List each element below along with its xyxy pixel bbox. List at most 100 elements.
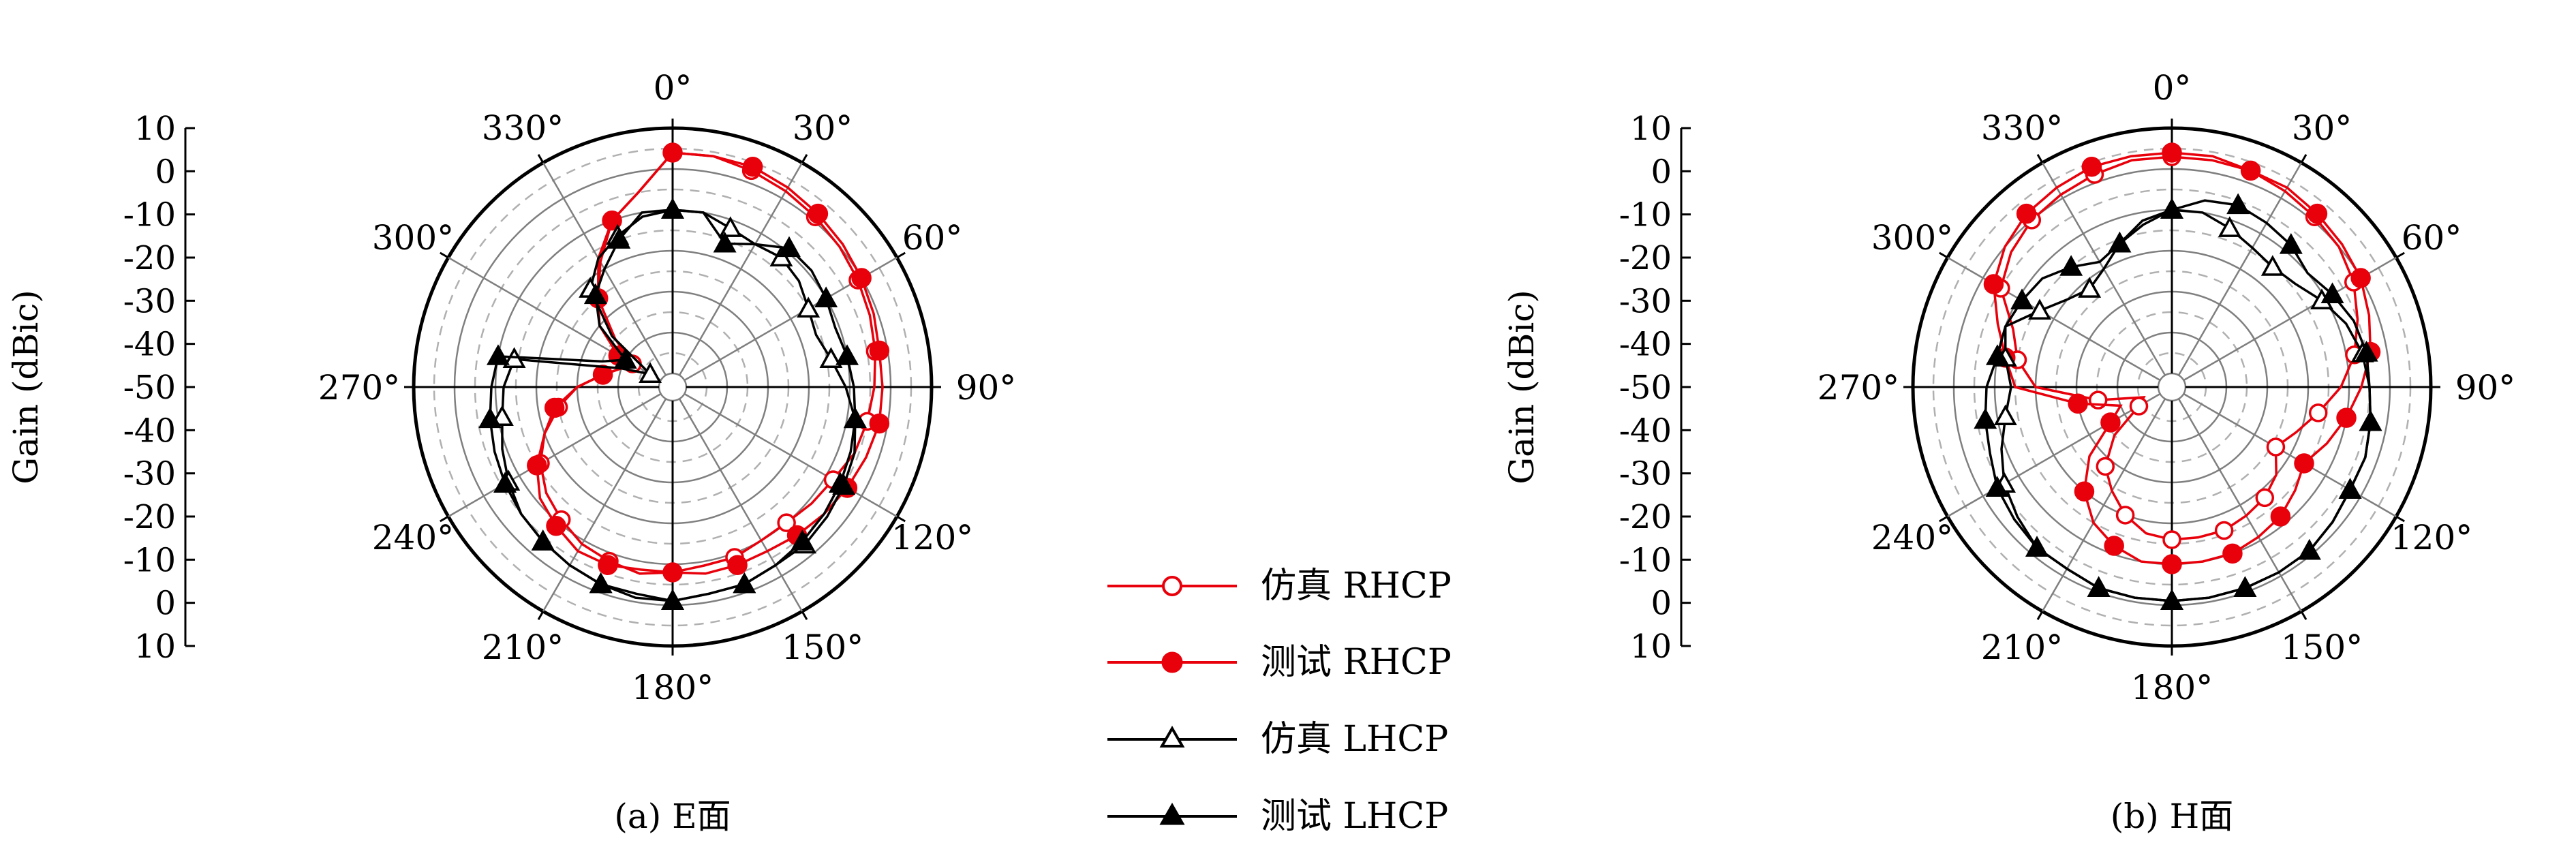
grid-spoke (2041, 398, 2166, 612)
data-point-marker (778, 236, 801, 258)
legend-item-sim-lhcp: 仿真 LHCP (1107, 719, 1448, 760)
grid-spoke (678, 162, 803, 376)
angle-label: 270° (1818, 368, 1899, 407)
data-point-marker (2068, 393, 2088, 414)
data-point-marker (589, 572, 613, 594)
data-point-marker (1974, 407, 1997, 429)
data-point-marker (869, 340, 890, 361)
radial-tick-label: 0 (155, 153, 176, 191)
radial-tick-label: -30 (123, 455, 176, 493)
angle-tick (801, 611, 808, 620)
data-point-marker (602, 210, 622, 231)
data-point-marker (478, 407, 502, 429)
chart-caption: (b) H面 (2111, 797, 2234, 836)
angle-label: 0° (2153, 68, 2192, 108)
angle-tick (801, 154, 808, 164)
grid-spoke (678, 398, 803, 612)
angle-tick (896, 515, 906, 523)
data-point-marker (733, 572, 756, 594)
angle-label: 180° (632, 668, 714, 707)
legend-label: 仿真 RHCP (1261, 566, 1452, 606)
data-point-marker (727, 555, 748, 575)
data-point-marker (2233, 576, 2257, 598)
angle-tick (440, 515, 449, 523)
radial-tick-label: -50 (1619, 369, 1672, 407)
data-point-marker (661, 198, 684, 219)
data-point-marker (713, 231, 737, 253)
data-point-marker (2226, 193, 2250, 215)
polar-chart-e-plane: 0° 30° 60° 90° 120° 150° 180° 210° 240° 270° 300° 3… (6, 68, 1016, 836)
data-point-marker (544, 397, 565, 418)
grid-spoke (684, 392, 898, 518)
angle-label: 270° (318, 368, 400, 407)
data-point-marker (486, 344, 510, 365)
data-point-marker (592, 365, 613, 385)
radial-tick-label: 10 (134, 110, 176, 148)
radial-tick-label: 0 (155, 585, 176, 623)
angle-label: 60° (2402, 218, 2462, 258)
radial-tick-label: -20 (123, 498, 176, 536)
angle-tick (896, 251, 906, 259)
radial-tick-label: -20 (1619, 239, 1672, 277)
radial-tick-label: -10 (123, 541, 176, 579)
angle-label: 240° (372, 518, 454, 557)
angle-label: 30° (2292, 108, 2352, 148)
angle-tick (537, 154, 545, 164)
series-group (1974, 142, 2382, 610)
legend-item-meas-rhcp: 测试 RHCP (1107, 642, 1452, 683)
radial-tick-label: -40 (1619, 326, 1672, 364)
data-point-marker (2028, 298, 2051, 320)
data-point-marker (2025, 536, 2049, 557)
y-axis-label: Gain (dBic) (1502, 290, 1542, 484)
radial-tick-label: -50 (123, 369, 176, 407)
data-point-marker (2115, 506, 2135, 525)
data-point-marker (2355, 341, 2378, 362)
data-point-marker (814, 286, 838, 307)
angle-tick (1939, 251, 1948, 259)
legend-label: 测试 LHCP (1261, 796, 1448, 837)
data-point-marker (2096, 457, 2115, 476)
angle-label: 90° (2455, 368, 2516, 407)
data-point-marker (2087, 576, 2111, 598)
legend-item-sim-rhcp: 仿真 RHCP (1107, 566, 1452, 606)
angle-label: 90° (956, 368, 1017, 407)
polar-chart-h-plane: 0° 30° 60° 90° 120° 150° 180° 210° 240° 270° 300° 3… (1502, 68, 2515, 836)
data-point-marker (2081, 156, 2102, 177)
angle-label: 240° (1871, 518, 1953, 557)
data-point-marker (2078, 277, 2102, 298)
data-point-marker (583, 283, 607, 305)
legend: 仿真 RHCP 测试 RHCP 仿真 LHCP 测试 LHCP (1107, 566, 1452, 837)
data-point-marker (2266, 437, 2286, 457)
y-axis-label: Gain (dBic) (6, 290, 46, 484)
data-point-marker (851, 268, 872, 288)
data-point-marker (661, 589, 684, 610)
data-point-marker (2108, 231, 2132, 253)
angle-tick (2395, 251, 2405, 259)
data-point-marker (2016, 203, 2037, 224)
data-point-marker (2074, 481, 2095, 502)
radial-tick-label: -10 (123, 196, 176, 234)
data-point-marker (828, 472, 852, 493)
data-point-marker (2260, 255, 2284, 276)
grid-spoke (542, 398, 667, 612)
data-point-marker (2162, 554, 2182, 574)
data-point-marker (662, 142, 683, 163)
angle-tick (2300, 154, 2307, 164)
data-point-marker (607, 228, 631, 249)
data-point-marker (2160, 589, 2183, 610)
data-point-marker (493, 472, 517, 493)
grid-spoke (2177, 398, 2303, 612)
data-point-marker (742, 156, 763, 177)
radial-tick-label: 10 (1630, 628, 1672, 666)
data-point-marker (2320, 282, 2344, 303)
angle-label: 150° (2281, 628, 2363, 667)
data-point-marker (797, 296, 821, 318)
data-point-marker (2350, 268, 2371, 288)
data-point-marker (531, 529, 555, 551)
grid-spoke (2177, 162, 2303, 376)
radial-tick-label: 10 (1630, 110, 1672, 148)
data-point-marker (2104, 536, 2124, 556)
radial-axis: 10 0 -10 -20 -30 -40 -50 -40 -30 -20 -10 0 10 (1619, 110, 1691, 666)
angle-label: 60° (902, 218, 963, 258)
